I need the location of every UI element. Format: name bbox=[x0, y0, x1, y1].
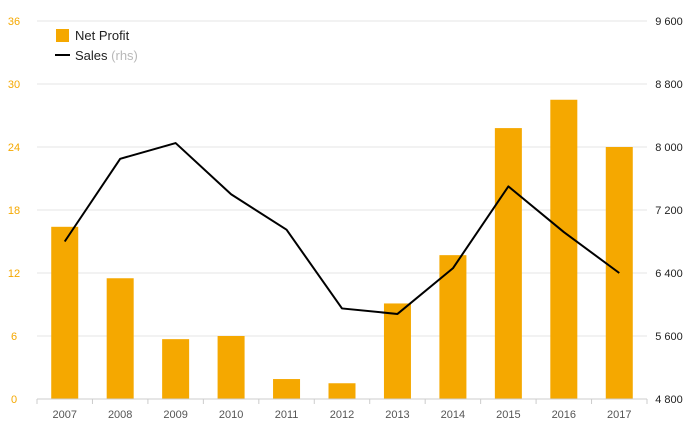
legend-sales-name: Sales bbox=[75, 48, 108, 63]
legend-swatch-net-profit bbox=[56, 29, 69, 42]
net-profit-bar bbox=[550, 99, 578, 399]
sales-line bbox=[63, 142, 620, 315]
net-profit-bar bbox=[106, 278, 134, 399]
y-left-tick-label: 18 bbox=[8, 205, 20, 217]
net-profit-bar bbox=[439, 255, 467, 399]
net-profit-bar bbox=[383, 303, 411, 399]
y-right-tick-label: 8 800 bbox=[655, 79, 683, 91]
y-left-tick-label: 0 bbox=[11, 394, 17, 406]
y-left-tick-label: 6 bbox=[11, 331, 17, 343]
net-profit-bar bbox=[217, 336, 245, 399]
x-tick-label: 2016 bbox=[552, 409, 576, 421]
x-tick-label: 2007 bbox=[52, 409, 76, 421]
x-tick-label: 2015 bbox=[496, 409, 520, 421]
y-left-tick-label: 30 bbox=[8, 79, 20, 91]
y-left-tick-label: 12 bbox=[8, 268, 20, 280]
net-profit-bar bbox=[494, 128, 522, 399]
net-profit-bar bbox=[328, 383, 356, 399]
y-left-tick-label: 24 bbox=[8, 142, 20, 154]
x-tick-label: 2014 bbox=[441, 409, 465, 421]
net-profit-bar bbox=[51, 226, 79, 399]
y-right-tick-label: 6 400 bbox=[655, 268, 683, 280]
x-tick-label: 2010 bbox=[219, 409, 243, 421]
y-left-tick-label: 36 bbox=[8, 16, 20, 28]
legend: Net Profit Sales (rhs) bbox=[55, 28, 138, 63]
y-right-tick-label: 7 200 bbox=[655, 205, 683, 217]
x-tick-label: 2012 bbox=[330, 409, 354, 421]
net-profit-bars bbox=[51, 99, 633, 399]
y-right-tick-label: 4 800 bbox=[655, 394, 683, 406]
x-tick-label: 2013 bbox=[385, 409, 409, 421]
legend-label-net-profit: Net Profit bbox=[75, 28, 130, 43]
x-tick-label: 2008 bbox=[108, 409, 132, 421]
legend-sales-suffix: (rhs) bbox=[111, 48, 138, 63]
y-right-tick-label: 9 600 bbox=[655, 16, 683, 28]
x-tick-label: 2017 bbox=[607, 409, 631, 421]
net-profit-bar bbox=[273, 379, 301, 399]
y-right-tick-label: 8 000 bbox=[655, 142, 683, 154]
x-tick-label: 2011 bbox=[275, 409, 299, 421]
axes: 0 4 800 6 5 600 12 6 400 18 7 200 24 8 000 30 8 800… bbox=[8, 16, 683, 421]
x-tick-label: 2009 bbox=[163, 409, 187, 421]
grid-lines bbox=[37, 20, 647, 337]
sales-line-series bbox=[63, 142, 620, 315]
y-right-tick-label: 5 600 bbox=[655, 331, 683, 343]
legend-label-sales: Sales (rhs) bbox=[75, 48, 138, 63]
net-profit-bar bbox=[162, 339, 190, 399]
